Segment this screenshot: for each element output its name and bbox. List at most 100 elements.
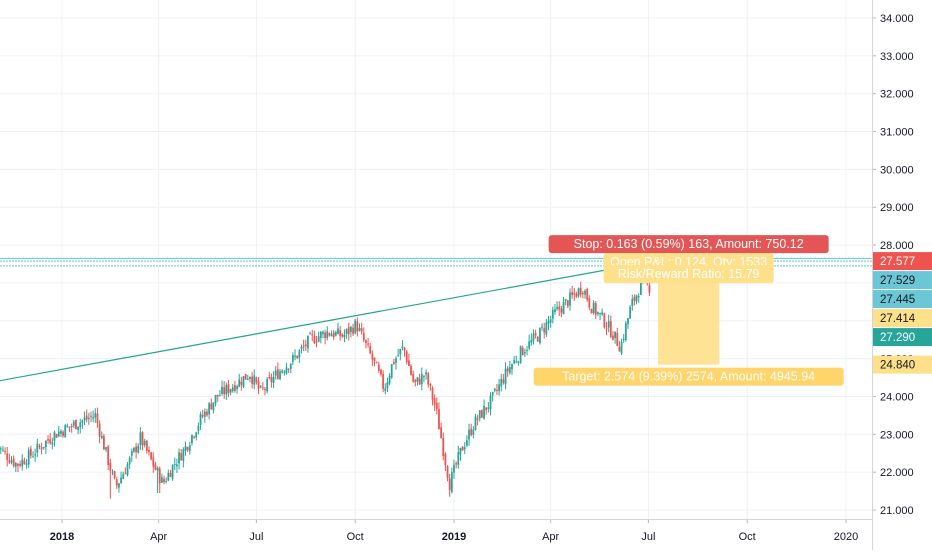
candle-body	[311, 334, 314, 336]
candle-body	[281, 370, 284, 373]
candle-body	[457, 452, 460, 465]
candle-body	[296, 355, 299, 359]
candle-body	[287, 368, 290, 370]
candle-body	[442, 437, 445, 457]
candle-body	[118, 483, 120, 488]
candle-body	[332, 332, 335, 338]
y-tick-label: 22.000	[880, 467, 914, 479]
rr-label-bg	[603, 265, 774, 284]
trendline	[0, 263, 637, 382]
candle-body	[34, 454, 37, 456]
candle-body	[590, 308, 593, 314]
candle-body	[225, 385, 228, 395]
candle-body	[648, 285, 651, 293]
price-badge-label: 24.840	[880, 360, 915, 372]
candle-body	[66, 426, 69, 428]
candle-body	[500, 379, 503, 387]
candle-body	[317, 336, 320, 342]
candle-body	[564, 299, 567, 301]
candle-body	[240, 381, 243, 385]
candle-body	[8, 460, 11, 463]
short-position-tool[interactable]: Stop: 0.163 (0.59%) 163, Amount: 750.12O…	[533, 235, 844, 386]
candle-body	[251, 376, 253, 384]
candle-body	[433, 398, 436, 405]
candle-body	[111, 471, 114, 473]
candle-body	[300, 346, 303, 349]
candle-body	[403, 347, 406, 351]
candle-body	[72, 421, 75, 426]
candle-body	[313, 336, 316, 344]
x-tick-label: Jul	[249, 531, 263, 543]
target-label-text: Target: 2.574 (9.39%) 2574, Amount: 4945…	[562, 370, 815, 384]
price-badge-bg	[873, 290, 932, 309]
trendline-layer	[0, 263, 637, 382]
price-badge-bg	[873, 309, 932, 328]
candle-body	[575, 293, 578, 298]
candle-body	[534, 332, 537, 336]
candle-body	[496, 389, 498, 391]
candles	[0, 270, 651, 499]
axes: 21.00022.00023.00024.00025.00026.00027.0…	[0, 0, 914, 550]
candle-body	[594, 303, 597, 315]
candle-body	[423, 375, 425, 377]
candle-body	[208, 403, 211, 415]
candle-body	[620, 342, 623, 354]
y-tick-label: 31.000	[880, 127, 914, 139]
candle-body	[356, 321, 359, 332]
candle-body	[96, 413, 99, 423]
candle-body	[588, 298, 591, 308]
candle-body	[139, 432, 142, 446]
price-badge: 27.414	[873, 309, 932, 328]
candle-body	[592, 302, 595, 314]
candle-body	[212, 402, 215, 411]
candle-body	[249, 377, 251, 380]
candle-body	[83, 417, 86, 421]
candle-body	[315, 341, 318, 343]
candle-body	[352, 327, 354, 334]
candle-body	[53, 432, 56, 441]
candle-body	[145, 440, 148, 451]
candle-body	[180, 453, 183, 461]
candle-body	[513, 359, 516, 364]
candle-body	[511, 364, 513, 370]
candle-body	[259, 386, 262, 388]
candle-body	[40, 447, 43, 450]
candle-body	[2, 449, 4, 451]
x-tick-label: 2020	[834, 531, 858, 543]
x-tick-label: Oct	[739, 531, 756, 543]
candle-body	[173, 463, 176, 465]
rr-label: Risk/Reward Ratio: 15.79	[603, 265, 774, 284]
candle-body	[272, 376, 275, 384]
candle-body	[418, 378, 421, 385]
candle-body	[141, 432, 144, 446]
candle-body	[395, 358, 397, 363]
candle-body	[227, 383, 230, 394]
price-badge-bg	[873, 271, 932, 290]
candle-body	[474, 416, 477, 430]
candle-body	[218, 395, 221, 397]
candle-body	[577, 288, 580, 296]
price-badges: 27.577 27.529 27.445 27.414 27.290 24.840	[873, 252, 932, 374]
candle-body	[152, 457, 155, 467]
candle-body	[298, 350, 301, 358]
stop-label-bg	[548, 235, 829, 254]
candle-body	[154, 464, 157, 470]
price-badge: 27.577	[873, 252, 932, 271]
candle-body	[266, 379, 269, 392]
candle-body	[476, 418, 479, 420]
candle-body	[562, 301, 565, 315]
candle-body	[158, 468, 161, 484]
candle-body	[85, 415, 88, 420]
y-tick-label: 21.000	[880, 505, 914, 517]
candle-body	[446, 466, 449, 478]
candle-body	[420, 374, 423, 385]
candle-body	[349, 326, 352, 333]
candle-body	[94, 413, 97, 418]
candle-body	[489, 395, 492, 410]
candle-body	[10, 460, 13, 463]
candle-body	[528, 341, 531, 349]
x-tick-label: Jul	[641, 531, 655, 543]
y-tick-label: 34.000	[880, 13, 914, 25]
